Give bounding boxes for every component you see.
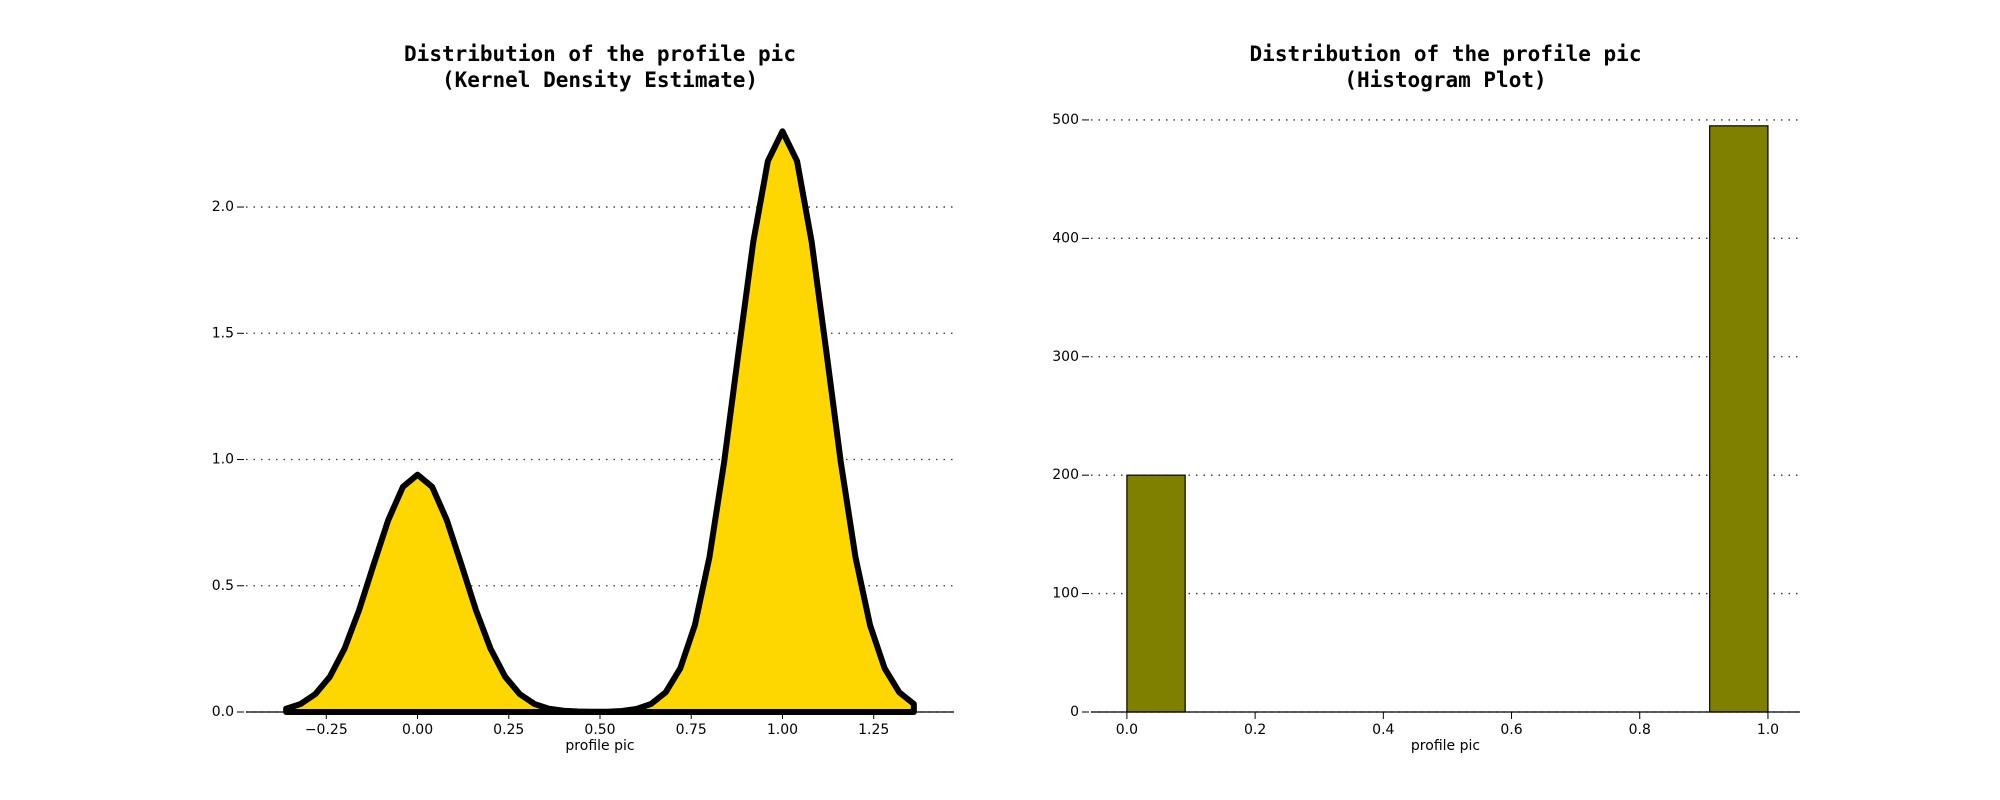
y-tick-label: 2.0	[212, 199, 234, 215]
x-tick-label: 1.25	[858, 722, 889, 738]
chart-subtitle: (Kernel Density Estimate)	[442, 68, 758, 92]
histogram-bar	[1709, 125, 1769, 713]
x-tick-label: 0.75	[676, 722, 707, 738]
x-axis-label: profile pic	[565, 738, 634, 754]
y-tick-label: 1.5	[212, 325, 234, 341]
x-tick-label: 0.4	[1372, 722, 1394, 738]
x-tick-label: 1.0	[1757, 722, 1779, 738]
density-line	[283, 128, 917, 715]
y-tick-label: 0.0	[212, 704, 234, 720]
x-tick-label: 0.6	[1500, 722, 1522, 738]
y-tick-label: 1.0	[212, 452, 234, 468]
y-tick-label: 100	[1052, 586, 1079, 602]
chart-title: Distribution of the profile pic	[1250, 42, 1642, 66]
y-tick-label: 500	[1052, 112, 1079, 128]
y-tick-label: 300	[1052, 349, 1079, 365]
chart-title: Distribution of the profile pic	[404, 42, 796, 66]
x-tick-label: 0.00	[402, 722, 433, 738]
x-tick-label: 0.50	[584, 722, 615, 738]
histogram-bar	[1126, 474, 1186, 713]
y-tick-label: 400	[1052, 230, 1079, 246]
x-tick-label: 0.0	[1116, 722, 1138, 738]
y-tick-label: 0	[1070, 704, 1079, 720]
chart-subtitle: (Histogram Plot)	[1344, 68, 1546, 92]
x-axis-label: profile pic	[1411, 738, 1480, 754]
x-tick-label: 0.2	[1244, 722, 1266, 738]
x-tick-label: −0.25	[305, 722, 348, 738]
x-tick-label: 0.25	[493, 722, 524, 738]
y-tick-label: 200	[1052, 467, 1079, 483]
x-tick-label: 1.00	[767, 722, 798, 738]
y-tick-label: 0.5	[212, 578, 234, 594]
density-area	[286, 131, 914, 713]
x-tick-label: 0.8	[1629, 722, 1651, 738]
